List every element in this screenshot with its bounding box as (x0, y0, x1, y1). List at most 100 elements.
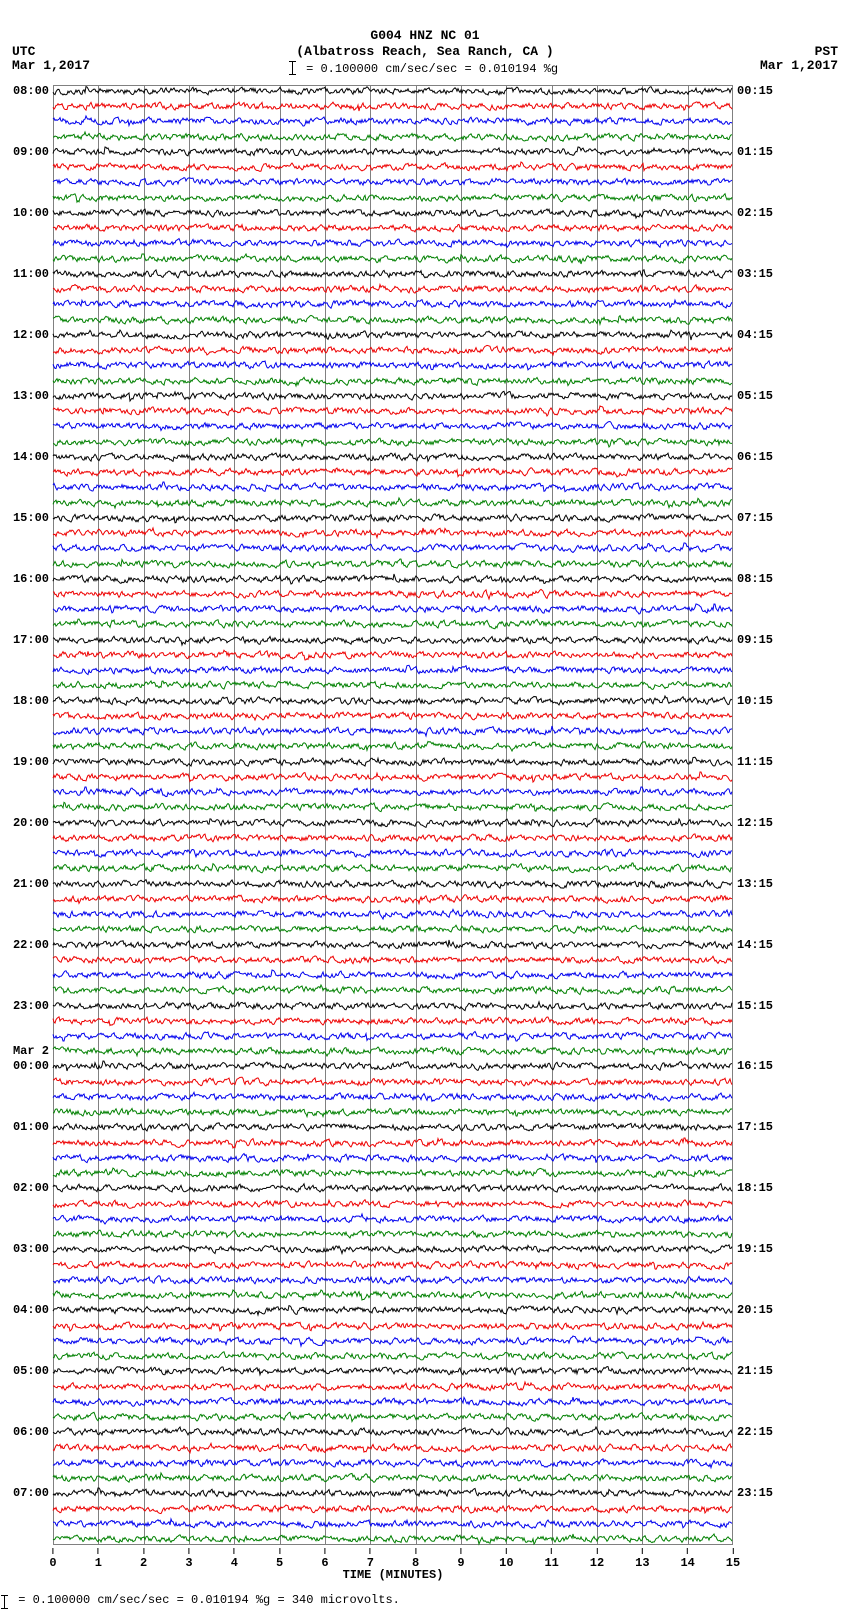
pst-hour-label: 10:15 (733, 694, 773, 708)
seismic-trace (53, 84, 733, 98)
seismic-trace (53, 404, 733, 418)
seismic-trace (53, 1090, 733, 1104)
utc-hour-label: 20:00 (13, 816, 53, 830)
seismic-trace (53, 724, 733, 738)
utc-hour-label: 11:00 (13, 267, 53, 281)
seismic-trace (53, 1258, 733, 1272)
seismic-trace (53, 999, 733, 1013)
footer-scale-text: = 0.100000 cm/sec/sec = 0.010194 %g = 34… (4, 1593, 400, 1609)
x-tick: 3 (185, 1548, 192, 1570)
x-tick: 7 (367, 1548, 374, 1570)
seismic-trace (53, 267, 733, 281)
utc-daybreak-label: Mar 2 (13, 1044, 53, 1058)
seismic-trace (53, 328, 733, 342)
seismic-trace (53, 1120, 733, 1134)
x-tick: 6 (321, 1548, 328, 1570)
utc-hour-label: 10:00 (13, 206, 53, 220)
station-name: (Albatross Reach, Sea Ranch, CA ) (0, 44, 850, 60)
seismic-trace (53, 846, 733, 860)
seismic-trace (53, 1471, 733, 1485)
pst-hour-label: 17:15 (733, 1120, 773, 1134)
pst-hour-label: 00:15 (733, 84, 773, 98)
utc-hour-label: 01:00 (13, 1120, 53, 1134)
seismic-trace (53, 1486, 733, 1500)
seismic-trace (53, 313, 733, 327)
seismic-trace (53, 1044, 733, 1058)
seismic-trace (53, 1212, 733, 1226)
pst-hour-label: 18:15 (733, 1181, 773, 1195)
seismic-trace (53, 1349, 733, 1363)
utc-hour-label: 17:00 (13, 633, 53, 647)
utc-hour-label: 00:00 (13, 1059, 53, 1073)
utc-hour-label: 21:00 (13, 877, 53, 891)
seismic-trace (53, 1395, 733, 1409)
seismic-trace (53, 114, 733, 128)
seismic-trace (53, 1181, 733, 1195)
seismic-trace (53, 282, 733, 296)
seismic-trace (53, 709, 733, 723)
seismic-trace (53, 694, 733, 708)
seismic-trace (53, 435, 733, 449)
footer-text: = 0.100000 cm/sec/sec = 0.010194 %g = 34… (18, 1593, 400, 1607)
seismic-trace (53, 633, 733, 647)
pst-hour-label: 02:15 (733, 206, 773, 220)
seismic-trace (53, 145, 733, 159)
x-tick-label: 15 (726, 1556, 740, 1570)
utc-hour-label: 22:00 (13, 938, 53, 952)
seismic-trace (53, 236, 733, 250)
x-tick-label: 1 (95, 1556, 102, 1570)
seismic-trace (53, 617, 733, 631)
seismic-trace (53, 389, 733, 403)
seismic-trace (53, 968, 733, 982)
seismic-trace (53, 1029, 733, 1043)
seismic-trace (53, 663, 733, 677)
seismic-trace (53, 541, 733, 555)
seismic-trace (53, 557, 733, 571)
seismic-trace (53, 1273, 733, 1287)
utc-hour-label: 23:00 (13, 999, 53, 1013)
station-id: G004 HNZ NC 01 (0, 28, 850, 44)
utc-hour-label: 19:00 (13, 755, 53, 769)
seismic-trace (53, 130, 733, 144)
pst-hour-label: 07:15 (733, 511, 773, 525)
seismic-trace (53, 1517, 733, 1531)
seismic-trace (53, 358, 733, 372)
seismic-trace (53, 252, 733, 266)
pst-hour-label: 13:15 (733, 877, 773, 891)
pst-hour-label: 01:15 (733, 145, 773, 159)
seismic-trace (53, 221, 733, 235)
x-tick: 4 (231, 1548, 238, 1570)
pst-hour-label: 12:15 (733, 816, 773, 830)
seismic-trace (53, 1014, 733, 1028)
x-tick: 10 (499, 1548, 513, 1570)
seismic-trace (53, 374, 733, 388)
seismic-trace (53, 755, 733, 769)
seismic-trace (53, 1075, 733, 1089)
seismic-trace (53, 587, 733, 601)
utc-hour-label: 14:00 (13, 450, 53, 464)
seismic-trace (53, 572, 733, 586)
seismic-trace (53, 1425, 733, 1439)
seismic-trace (53, 496, 733, 510)
pst-hour-label: 05:15 (733, 389, 773, 403)
x-axis-title: TIME (MINUTES) (53, 1568, 733, 1582)
scale-text: = 0.100000 cm/sec/sec = 0.010194 %g (306, 61, 558, 75)
pst-hour-label: 14:15 (733, 938, 773, 952)
seismic-trace (53, 465, 733, 479)
utc-hour-label: 15:00 (13, 511, 53, 525)
seismic-trace (53, 1319, 733, 1333)
seismic-trace (53, 1441, 733, 1455)
utc-hour-label: 18:00 (13, 694, 53, 708)
seismic-trace (53, 297, 733, 311)
seismic-trace (53, 1303, 733, 1317)
x-tick: 8 (412, 1548, 419, 1570)
x-tick-label: 10 (499, 1556, 513, 1570)
seismic-trace (53, 816, 733, 830)
pst-hour-label: 11:15 (733, 755, 773, 769)
seismic-trace (53, 983, 733, 997)
seismic-trace (53, 877, 733, 891)
seismic-trace (53, 1532, 733, 1546)
pst-hour-label: 09:15 (733, 633, 773, 647)
x-tick-label: 7 (367, 1556, 374, 1570)
seismic-trace (53, 175, 733, 189)
